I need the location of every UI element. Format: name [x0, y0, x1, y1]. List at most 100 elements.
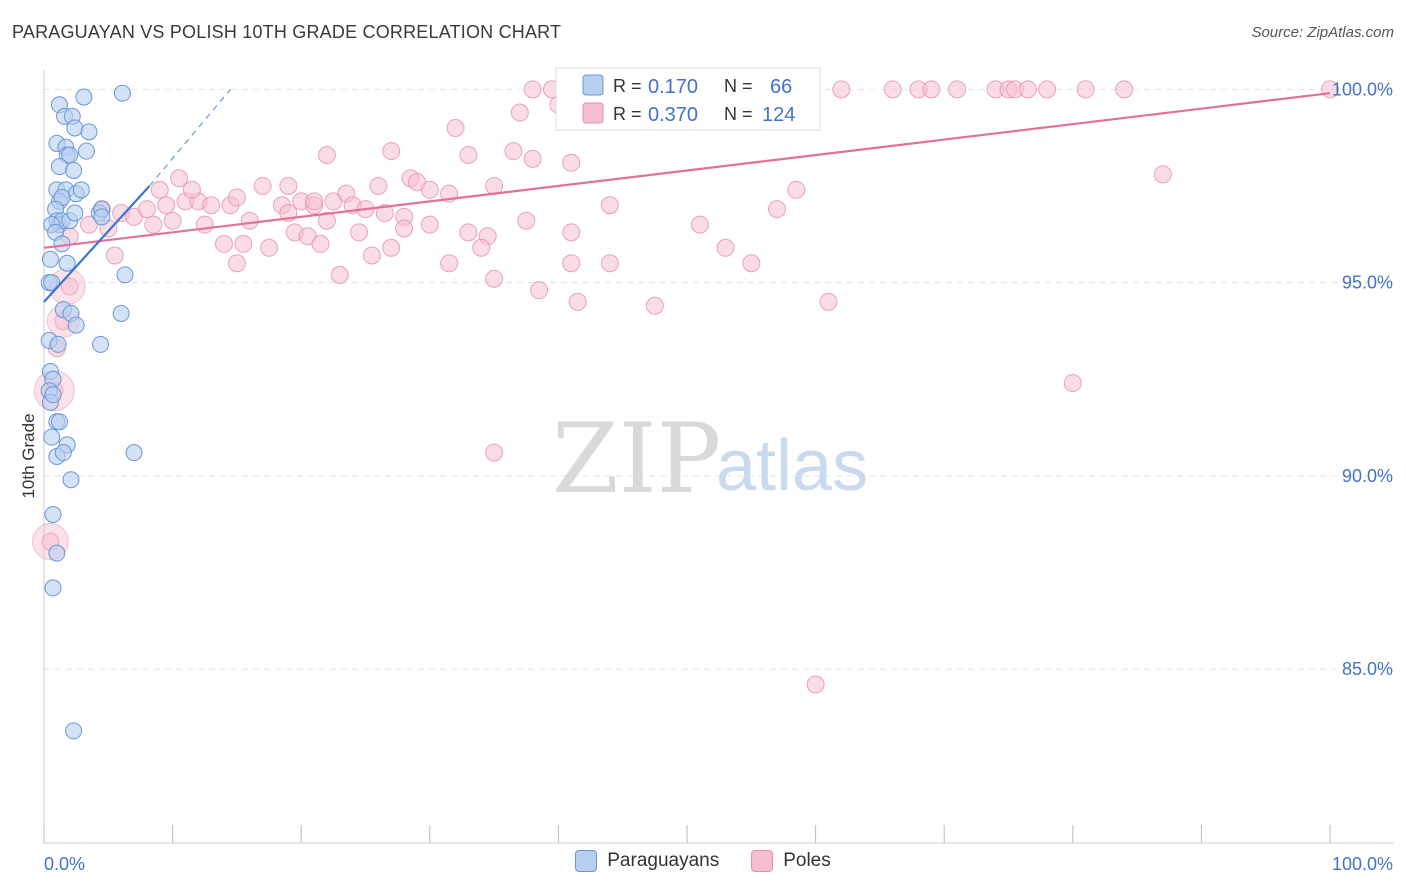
- x-tick-label: 100.0%: [1332, 854, 1393, 874]
- poles-point: [787, 180, 806, 199]
- poles-points: [31, 80, 1339, 694]
- poles-point: [137, 200, 156, 219]
- x-tick-label: 0.0%: [44, 854, 85, 874]
- poles-point: [330, 265, 349, 284]
- paraguayans-point: [93, 208, 111, 226]
- poles-point: [446, 118, 465, 137]
- poles-point: [530, 281, 549, 300]
- paraguayans-point: [54, 444, 72, 462]
- y-tick-label: 100.0%: [1332, 79, 1393, 99]
- paraguayans-point: [62, 471, 80, 489]
- paraguayans-point: [49, 335, 67, 353]
- poles-point: [1153, 165, 1172, 184]
- poles-point: [311, 234, 330, 253]
- poles-point: [819, 292, 838, 311]
- legend-pink-n-value: 124: [762, 104, 795, 126]
- legend-blue-r-value: 0.170: [648, 76, 698, 98]
- legend-item-paraguayans: Paraguayans: [575, 850, 719, 872]
- legend-pink-swatch: [582, 102, 604, 124]
- stats-legend: R = 0.170 N = 66 R = 0.370 N = 124: [555, 67, 821, 131]
- paraguayans-point: [92, 335, 110, 353]
- poles-point: [568, 292, 587, 311]
- poles-point: [215, 234, 234, 253]
- y-axis-label: 10th Grade: [19, 413, 38, 498]
- poles-point: [562, 254, 581, 273]
- paraguayans-point: [65, 722, 83, 740]
- legend-pink-n-label: N =: [724, 104, 753, 124]
- poles-swatch: [751, 850, 774, 872]
- paraguayans-trend-extension: [148, 88, 231, 187]
- poles-point: [806, 675, 825, 694]
- paraguayans-point: [48, 544, 66, 562]
- poles-point: [562, 223, 581, 242]
- grid-lines: [44, 88, 1394, 670]
- watermark-zip: ZIP: [552, 403, 721, 515]
- poles-point: [260, 238, 279, 257]
- poles-point: [170, 169, 189, 188]
- poles-point: [1063, 374, 1082, 393]
- poles-point: [485, 269, 504, 288]
- y-tick-label: 85.0%: [1342, 659, 1393, 679]
- poles-point: [375, 204, 394, 223]
- poles-point: [645, 296, 664, 315]
- poles-point: [195, 215, 214, 234]
- chart-title: PARAGUAYAN VS POLISH 10TH GRADE CORRELAT…: [12, 22, 562, 42]
- paraguayans-point: [58, 254, 76, 272]
- poles-point: [144, 215, 163, 234]
- poles-point: [517, 211, 536, 230]
- paraguayans-point: [50, 158, 68, 176]
- paraguayans-point: [72, 181, 90, 199]
- poles-point: [317, 211, 336, 230]
- paraguayans-points: [40, 84, 143, 740]
- paraguayans-point: [66, 204, 84, 222]
- poles-point: [440, 254, 459, 273]
- poles-point: [1018, 80, 1037, 99]
- poles-point: [105, 246, 124, 265]
- poles-point: [922, 80, 941, 99]
- legend-item-poles: Poles: [751, 850, 831, 872]
- poles-point: [485, 443, 504, 462]
- trend-lines: [43, 88, 1331, 303]
- paraguayans-point: [125, 444, 143, 462]
- poles-point: [240, 211, 259, 230]
- poles-point: [227, 254, 246, 273]
- poles-point: [948, 80, 967, 99]
- poles-label: Poles: [783, 850, 831, 871]
- poles-point: [305, 192, 324, 211]
- legend-pink-r-value: 0.370: [648, 104, 698, 126]
- paraguayans-point: [112, 304, 130, 322]
- paraguayans-point: [80, 123, 98, 141]
- poles-point: [279, 176, 298, 195]
- poles-point: [1115, 80, 1134, 99]
- paraguayans-point: [44, 386, 62, 404]
- paraguayans-point: [67, 316, 85, 334]
- poles-point: [768, 200, 787, 219]
- legend-blue-n-label: N =: [724, 76, 753, 96]
- paraguayans-point: [50, 413, 68, 431]
- poles-point: [504, 142, 523, 161]
- poles-point: [472, 238, 491, 257]
- paraguayans-point: [65, 161, 83, 179]
- paraguayans-point: [43, 428, 61, 446]
- poles-point: [459, 223, 478, 242]
- paraguayans-point: [75, 88, 93, 106]
- paraguayans-point: [44, 505, 62, 523]
- poles-point: [382, 142, 401, 161]
- poles-point: [1076, 80, 1095, 99]
- paraguayans-point: [41, 250, 59, 268]
- poles-point: [60, 277, 79, 296]
- poles-point: [716, 238, 735, 257]
- poles-point: [350, 223, 369, 242]
- legend-blue-r-label: R =: [613, 76, 642, 96]
- poles-point: [600, 196, 619, 215]
- y-tick-label: 90.0%: [1342, 466, 1393, 486]
- legend-pink-r-label: R =: [613, 104, 642, 124]
- poles-point: [202, 196, 221, 215]
- paraguayans-point: [43, 274, 61, 292]
- poles-point: [324, 192, 343, 211]
- poles-trend-line: [43, 92, 1331, 249]
- y-tick-label: 95.0%: [1342, 273, 1393, 293]
- axes: [43, 70, 1394, 844]
- poles-point: [883, 80, 902, 99]
